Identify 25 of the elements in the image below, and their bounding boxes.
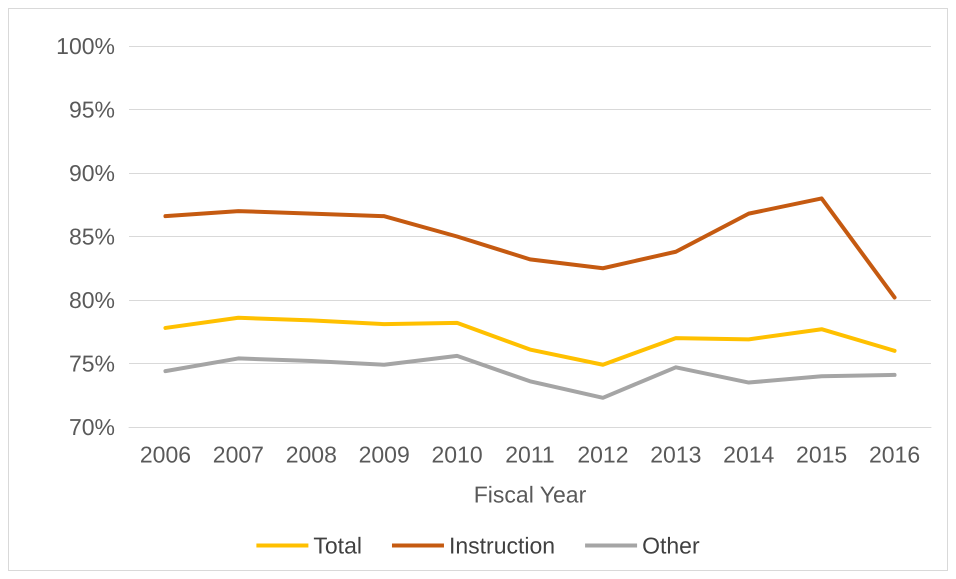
x-tick-label: 2011	[505, 442, 555, 468]
y-tick-label: 80%	[68, 287, 115, 313]
y-tick-label: 100%	[56, 33, 115, 59]
line-series	[163, 316, 897, 367]
x-tick-label: 2014	[723, 442, 775, 468]
x-tick-label: 2013	[650, 442, 702, 468]
x-tick-label: 2007	[212, 442, 264, 468]
x-tick-label: 2008	[286, 442, 337, 468]
x-tick-label: 2015	[796, 442, 848, 468]
y-tick-label: 70%	[68, 414, 115, 440]
line-series	[163, 354, 897, 400]
x-axis-title: Fiscal Year	[474, 482, 587, 508]
legend-label: Total	[313, 532, 362, 558]
legend-label: Instruction	[448, 532, 556, 558]
line-series	[163, 196, 897, 300]
x-tick-label: 2006	[140, 442, 192, 468]
x-tick-label: 2010	[432, 442, 483, 468]
y-tick-label: 90%	[68, 160, 115, 186]
x-tick-label: 2012	[577, 442, 628, 468]
y-tick-label: 95%	[68, 96, 115, 122]
legend-label: Other	[642, 532, 700, 558]
y-tick-label: 85%	[68, 224, 115, 250]
x-tick-label: 2016	[868, 442, 920, 468]
x-tick-label: 2009	[358, 442, 410, 468]
y-tick-label: 75%	[68, 350, 115, 376]
